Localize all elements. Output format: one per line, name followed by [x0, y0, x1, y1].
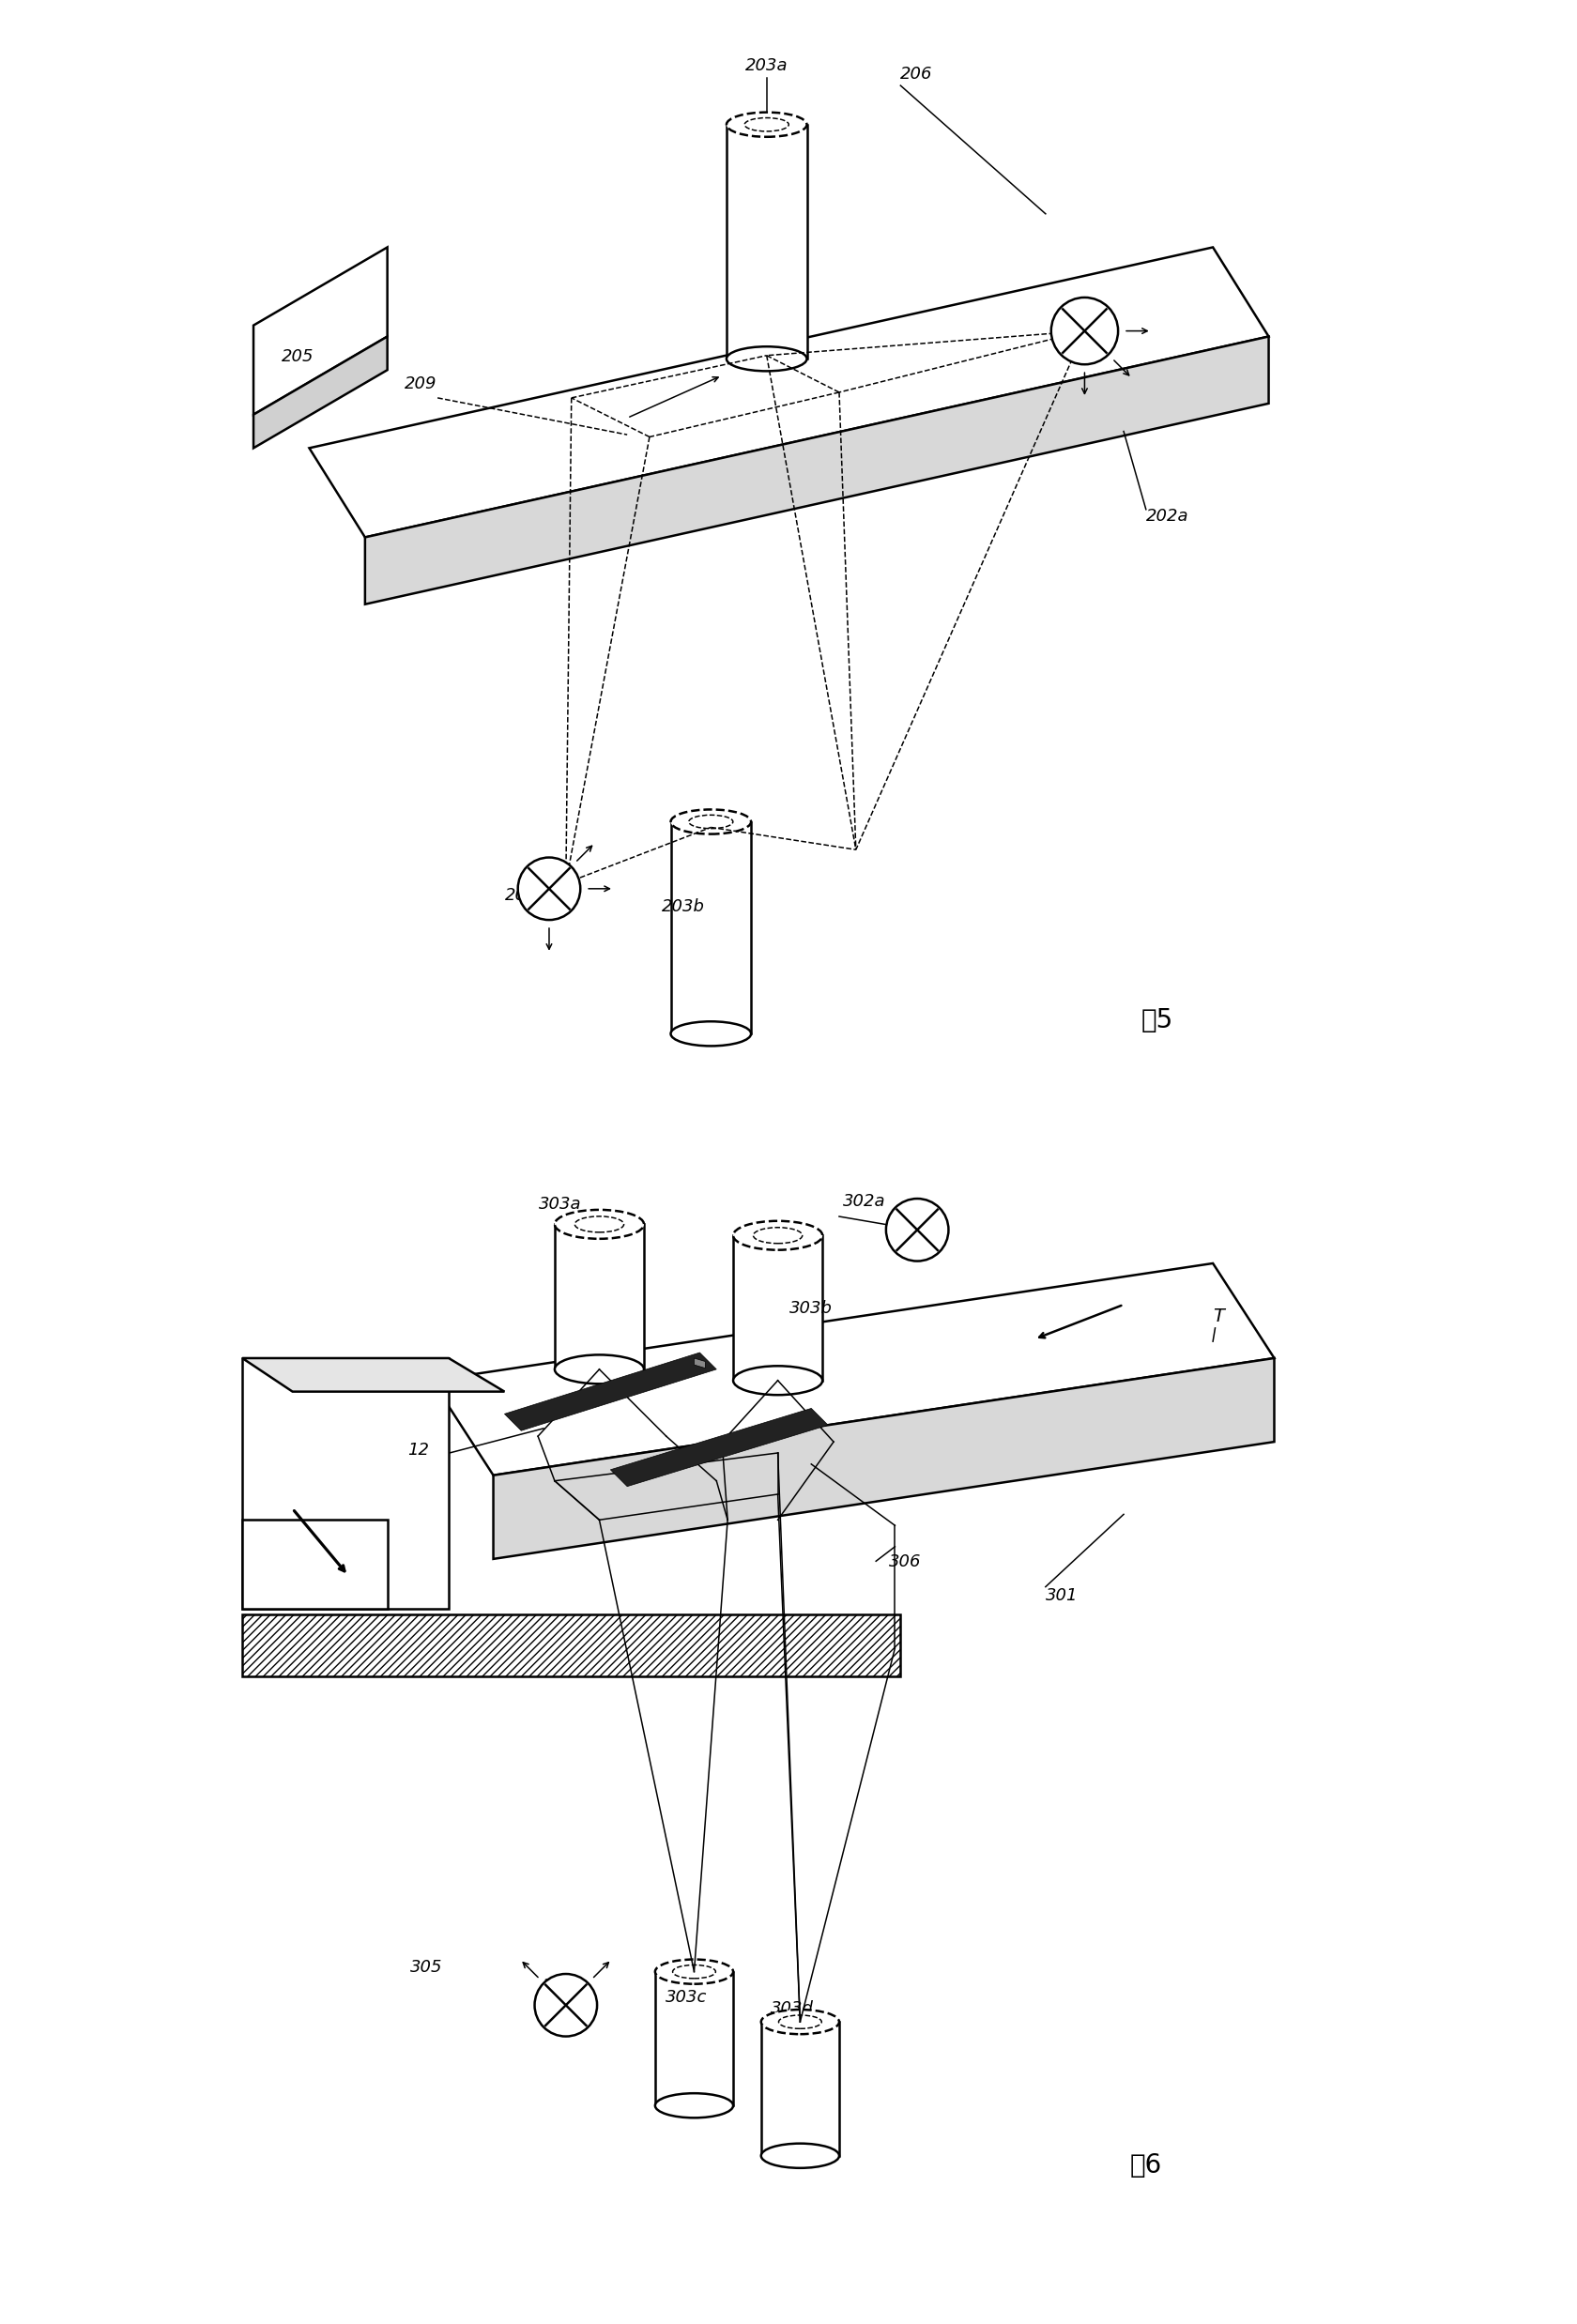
Ellipse shape	[670, 1023, 751, 1046]
Text: 303b: 303b	[788, 1301, 831, 1318]
Ellipse shape	[654, 1959, 733, 1985]
Text: 302b: 302b	[542, 1978, 585, 1994]
Text: 1: 1	[306, 1576, 317, 1592]
Text: 203a: 203a	[744, 58, 787, 74]
Ellipse shape	[517, 858, 580, 920]
Polygon shape	[243, 1357, 505, 1392]
Polygon shape	[494, 1357, 1274, 1559]
Ellipse shape	[886, 1199, 948, 1262]
Polygon shape	[254, 337, 386, 449]
Ellipse shape	[725, 112, 806, 137]
Polygon shape	[733, 1236, 822, 1380]
Polygon shape	[505, 1353, 716, 1432]
Polygon shape	[243, 1357, 448, 1608]
Polygon shape	[243, 1520, 386, 1608]
Ellipse shape	[760, 2010, 839, 2034]
Polygon shape	[725, 125, 806, 358]
Ellipse shape	[733, 1220, 822, 1250]
Polygon shape	[555, 1225, 643, 1369]
Text: 209: 209	[404, 376, 437, 393]
Polygon shape	[760, 2022, 839, 2157]
Text: 303a: 303a	[539, 1197, 582, 1213]
Text: 303c: 303c	[665, 1989, 706, 2006]
Text: 205: 205	[281, 349, 314, 365]
Text: 306: 306	[889, 1555, 921, 1571]
Ellipse shape	[654, 2094, 733, 2117]
Ellipse shape	[555, 1211, 643, 1239]
Text: 202a: 202a	[1145, 507, 1187, 525]
Ellipse shape	[535, 1973, 596, 2036]
Ellipse shape	[1050, 297, 1118, 365]
Polygon shape	[670, 823, 751, 1034]
Text: 303d: 303d	[770, 2001, 814, 2017]
Polygon shape	[610, 1408, 828, 1487]
Text: 202b: 202b	[505, 888, 547, 904]
Ellipse shape	[670, 809, 751, 834]
Polygon shape	[364, 337, 1268, 604]
Ellipse shape	[760, 2143, 839, 2168]
Text: 302a: 302a	[842, 1192, 885, 1211]
Text: 203b: 203b	[661, 897, 703, 916]
Polygon shape	[243, 1615, 900, 1676]
Polygon shape	[694, 1357, 705, 1369]
Text: 206: 206	[900, 65, 932, 81]
Polygon shape	[432, 1264, 1274, 1476]
Polygon shape	[654, 1971, 733, 2106]
Text: 图5: 图5	[1140, 1009, 1172, 1034]
Ellipse shape	[555, 1355, 643, 1383]
Polygon shape	[254, 246, 386, 414]
Text: 图6: 图6	[1129, 2152, 1161, 2178]
Text: T: T	[1213, 1308, 1224, 1325]
Ellipse shape	[733, 1367, 822, 1394]
Text: 12: 12	[407, 1443, 429, 1459]
Polygon shape	[309, 246, 1268, 537]
Ellipse shape	[725, 346, 806, 372]
Text: 301: 301	[1046, 1587, 1077, 1604]
Text: 305: 305	[410, 1959, 442, 1975]
